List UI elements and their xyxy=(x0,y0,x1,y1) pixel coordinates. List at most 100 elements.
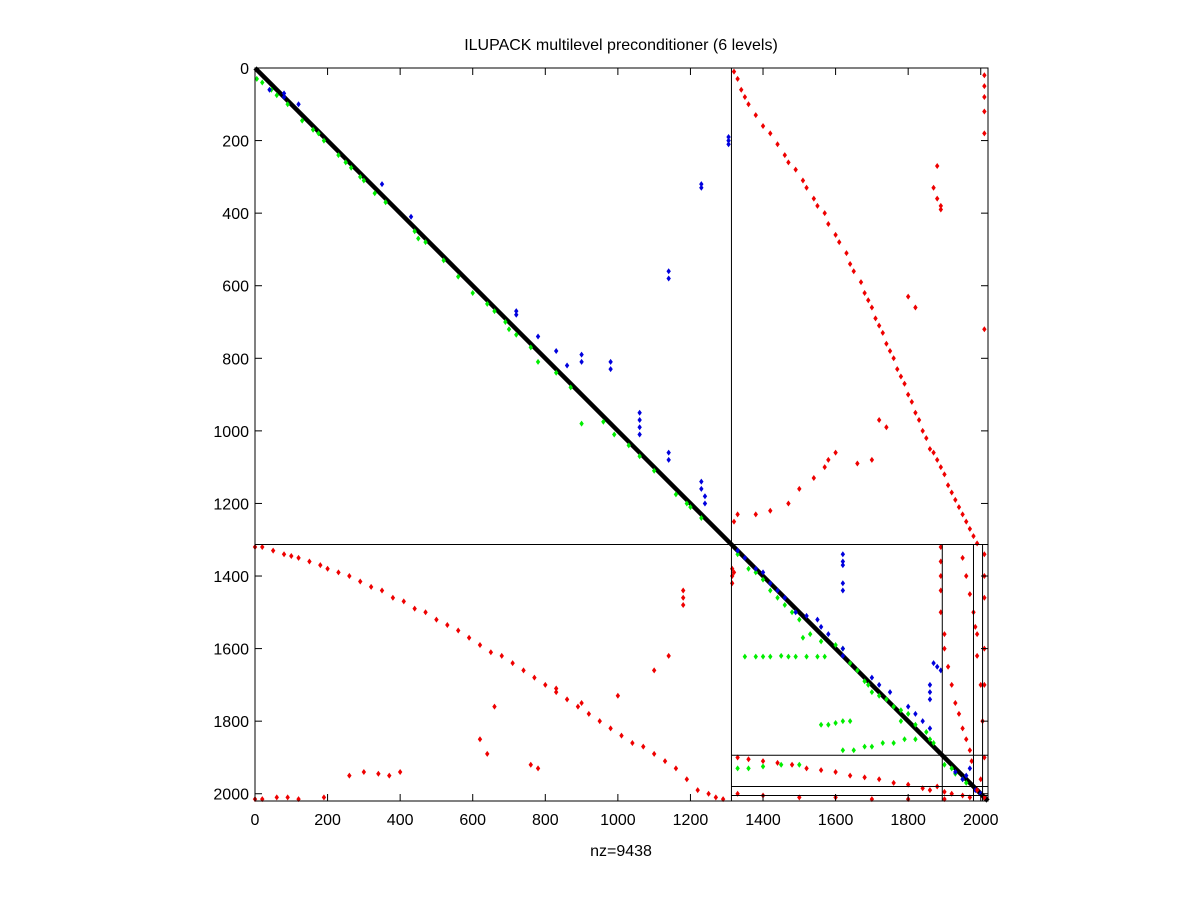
data-point xyxy=(876,692,882,699)
data-point xyxy=(786,653,791,660)
data-point xyxy=(553,348,559,355)
data-point xyxy=(920,785,925,792)
data-point xyxy=(778,652,784,659)
data-point xyxy=(579,358,584,365)
data-point xyxy=(887,689,893,696)
data-point xyxy=(651,667,657,674)
data-point xyxy=(898,707,904,714)
x-tick-label: 200 xyxy=(314,812,341,829)
data-point xyxy=(254,75,260,82)
axes-frame xyxy=(254,67,989,802)
data-point xyxy=(615,692,621,699)
data-point xyxy=(731,518,737,525)
data-point xyxy=(804,612,809,619)
data-point xyxy=(735,754,740,761)
data-point xyxy=(855,460,860,467)
data-point xyxy=(684,500,690,507)
data-point xyxy=(746,756,751,763)
data-point xyxy=(938,609,944,616)
data-point xyxy=(379,181,385,188)
data-point xyxy=(960,725,965,732)
data-point xyxy=(343,159,348,166)
data-point xyxy=(666,275,671,282)
x-tick-label: 1200 xyxy=(673,812,709,829)
data-point xyxy=(982,83,987,90)
data-point xyxy=(706,790,711,797)
data-point xyxy=(964,573,969,580)
data-point xyxy=(274,794,279,801)
data-point xyxy=(760,758,766,765)
data-point xyxy=(833,449,838,456)
data-point xyxy=(927,787,933,794)
data-point xyxy=(982,681,987,688)
x-tick-label: 0 xyxy=(251,812,260,829)
data-point xyxy=(840,718,846,725)
data-point xyxy=(924,435,929,442)
data-point xyxy=(916,416,922,423)
data-point xyxy=(579,420,584,427)
data-point xyxy=(267,86,272,93)
data-point xyxy=(920,718,925,725)
data-point xyxy=(720,796,726,803)
data-point xyxy=(543,681,548,688)
data-point xyxy=(318,562,323,569)
frame-layer xyxy=(254,67,989,802)
data-point xyxy=(775,759,780,766)
data-point xyxy=(699,181,704,188)
data-point xyxy=(726,137,731,144)
data-point xyxy=(949,765,954,772)
data-point xyxy=(982,326,987,333)
data-point xyxy=(797,761,802,768)
data-point xyxy=(967,525,973,532)
data-point xyxy=(811,475,817,482)
data-point xyxy=(579,700,584,707)
data-point xyxy=(775,587,780,594)
data-point xyxy=(270,547,276,554)
data-point xyxy=(974,652,980,659)
data-point xyxy=(325,565,330,572)
data-point xyxy=(416,235,421,242)
x-tick-label: 400 xyxy=(387,812,414,829)
data-point xyxy=(964,518,969,525)
data-point xyxy=(913,721,918,728)
data-point xyxy=(974,787,980,794)
data-point xyxy=(768,580,773,587)
data-point xyxy=(456,627,461,634)
data-point xyxy=(931,449,936,456)
data-point xyxy=(630,739,635,746)
data-point xyxy=(626,442,631,449)
data-point xyxy=(891,739,896,746)
data-point xyxy=(361,177,367,184)
data-point xyxy=(967,747,973,754)
data-point xyxy=(735,551,740,558)
data-point xyxy=(731,569,737,576)
data-point xyxy=(942,788,947,795)
data-point xyxy=(637,453,642,460)
data-point xyxy=(927,689,933,696)
data-point xyxy=(528,761,533,768)
y-tick-label: 1000 xyxy=(213,424,249,441)
data-point xyxy=(666,449,671,456)
data-point xyxy=(974,540,980,547)
data-point xyxy=(281,90,287,97)
data-point xyxy=(837,239,842,246)
data-point xyxy=(982,754,987,761)
data-point xyxy=(568,384,573,391)
data-point xyxy=(699,184,704,191)
data-point xyxy=(535,333,541,340)
data-point xyxy=(321,794,327,801)
data-point xyxy=(499,652,504,659)
data-point xyxy=(840,558,846,565)
data-point xyxy=(506,326,512,333)
data-point xyxy=(742,653,748,660)
data-point xyxy=(768,130,773,137)
data-point xyxy=(296,554,301,561)
data-point xyxy=(822,464,827,471)
data-point xyxy=(532,674,537,681)
data-point xyxy=(815,616,820,623)
data-point xyxy=(945,482,951,489)
data-point xyxy=(699,514,704,521)
data-point xyxy=(876,322,882,329)
data-point xyxy=(753,569,758,576)
